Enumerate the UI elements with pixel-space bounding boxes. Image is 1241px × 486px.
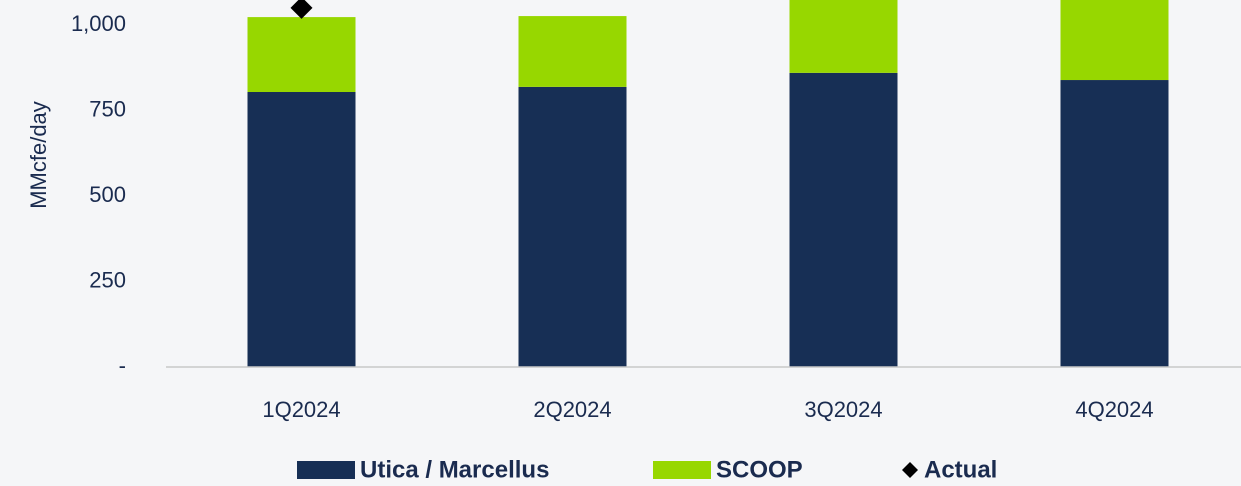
bar-segment [1060,80,1169,367]
plot-area [247,0,1169,367]
legend-label: Actual [924,456,997,483]
bar-segment [1060,0,1169,81]
actual-marker [290,0,313,19]
legend-label: SCOOP [716,456,803,483]
x-tick-label: 3Q2024 [804,397,882,422]
y-tick-label: 500 [89,182,126,207]
bar-segment [247,92,356,367]
bar-segment [789,0,898,73]
bar-segment [247,17,356,93]
legend-swatch [297,461,355,479]
y-axis-label: MMcfe/day [26,101,51,209]
y-tick-label: 750 [89,96,126,121]
x-tick-label: 4Q2024 [1075,397,1153,422]
x-tick-label: 2Q2024 [533,397,611,422]
y-tick-label: 250 [89,267,126,292]
x-tick-label: 1Q2024 [262,397,340,422]
legend-label: Utica / Marcellus [360,456,549,483]
bar-segment [518,86,627,367]
legend-marker [902,462,918,478]
y-tick-label: - [119,353,126,378]
bar-segment [789,72,898,367]
y-tick-label: 1,000 [71,11,126,36]
bar-segment [518,16,627,87]
legend-swatch [653,461,711,479]
